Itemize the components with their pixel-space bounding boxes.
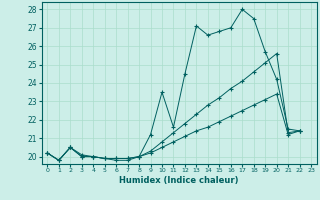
X-axis label: Humidex (Indice chaleur): Humidex (Indice chaleur) xyxy=(119,176,239,185)
